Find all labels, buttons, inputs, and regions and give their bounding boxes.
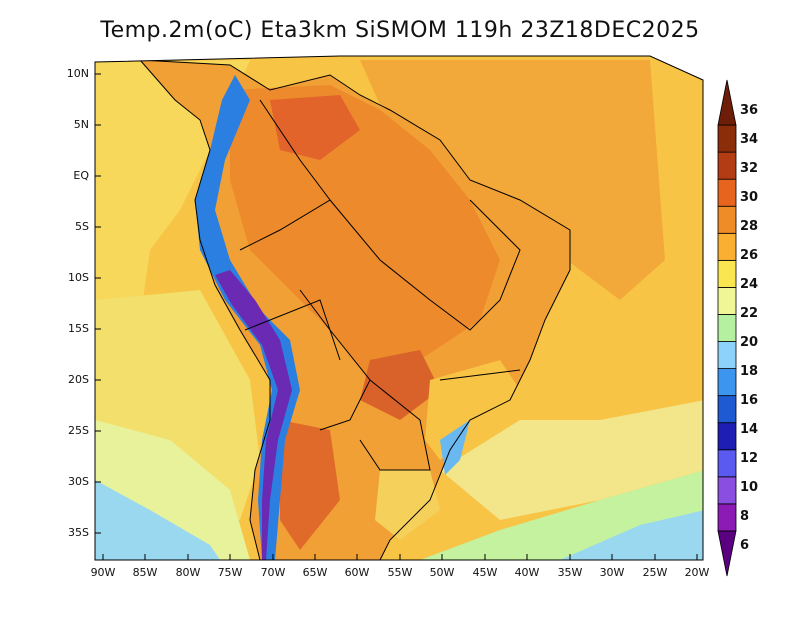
colorbar-label-36: 36 bbox=[740, 103, 759, 118]
lat-label-25s: 25S bbox=[68, 424, 89, 437]
lon-ticks bbox=[102, 554, 698, 560]
colorbar-segment bbox=[717, 530, 737, 577]
colorbar-segment bbox=[717, 314, 737, 342]
cool-serra-do-mar bbox=[440, 420, 470, 475]
colorbar bbox=[717, 79, 737, 577]
mild-rio-grande-do-sul bbox=[375, 470, 440, 540]
colorbar-segment bbox=[717, 151, 737, 180]
colorbar-label-28: 28 bbox=[740, 219, 759, 234]
lon-label-30w: 30W bbox=[599, 566, 625, 579]
colorbar-segment bbox=[717, 232, 737, 261]
colorbar-label-16: 16 bbox=[740, 393, 759, 408]
lon-label-55w: 55W bbox=[387, 566, 413, 579]
colorbar-segment bbox=[717, 476, 737, 505]
lon-label-50w: 50W bbox=[429, 566, 455, 579]
colorbar-label-8: 8 bbox=[740, 509, 750, 524]
map-title: Temp.2m(oC) Eta3km SiSMOM 119h 23Z18DEC2… bbox=[100, 18, 700, 43]
lon-label-75w: 75W bbox=[217, 566, 243, 579]
colorbar-label-12: 12 bbox=[740, 451, 759, 466]
colorbar-label-22: 22 bbox=[740, 306, 759, 321]
colorbar-segment bbox=[717, 368, 737, 397]
lon-label-70w: 70W bbox=[260, 566, 286, 579]
colorbar-label-30: 30 bbox=[740, 190, 759, 205]
colorbar-segment bbox=[717, 259, 737, 288]
lon-label-20w: 20W bbox=[684, 566, 710, 579]
colorbar-segment bbox=[717, 287, 737, 315]
lon-label-25w: 25W bbox=[642, 566, 668, 579]
colorbar-segment bbox=[717, 395, 737, 424]
hot-spot-chaco bbox=[280, 420, 340, 550]
temperature-field bbox=[95, 56, 703, 560]
colorbar-segment bbox=[717, 79, 737, 126]
lat-label-5s: 5S bbox=[75, 220, 89, 233]
lon-label-80w: 80W bbox=[175, 566, 201, 579]
lon-label-85w: 85W bbox=[132, 566, 158, 579]
lat-label-30s: 30S bbox=[68, 475, 89, 488]
country-borders bbox=[139, 59, 571, 560]
hot-spot-north bbox=[270, 95, 360, 160]
lat-label-10n: 10N bbox=[66, 67, 89, 80]
cold-south-pacific bbox=[95, 480, 220, 560]
colorbar-label-18: 18 bbox=[740, 364, 759, 379]
lat-ticks bbox=[95, 73, 101, 534]
colorbar-segment bbox=[717, 503, 737, 532]
colorbar-segment bbox=[717, 124, 737, 153]
colorbar-label-20: 20 bbox=[740, 335, 759, 350]
hot-interior bbox=[230, 85, 500, 380]
warm-atlantic-region bbox=[360, 60, 665, 300]
lat-label-5n: 5N bbox=[73, 118, 89, 131]
colorbar-label-10: 10 bbox=[740, 480, 759, 495]
colorbar-segment bbox=[717, 178, 737, 207]
colorbar-label-14: 14 bbox=[740, 422, 759, 437]
lon-label-45w: 45W bbox=[472, 566, 498, 579]
lat-label-eq: EQ bbox=[73, 169, 89, 182]
cold-south-atlantic bbox=[560, 510, 703, 560]
lat-label-20s: 20S bbox=[68, 373, 89, 386]
colorbar-label-32: 32 bbox=[740, 161, 759, 176]
lon-label-40w: 40W bbox=[514, 566, 540, 579]
lat-label-10s: 10S bbox=[68, 271, 89, 284]
colorbar-segment bbox=[717, 205, 737, 234]
lat-label-15s: 15S bbox=[68, 322, 89, 335]
lon-label-65w: 65W bbox=[302, 566, 328, 579]
colorbar-segment bbox=[717, 449, 737, 478]
lat-label-35s: 35S bbox=[68, 526, 89, 539]
colorbar-label-34: 34 bbox=[740, 132, 759, 147]
colorbar-segment bbox=[717, 422, 737, 451]
colorbar-label-26: 26 bbox=[740, 248, 759, 263]
mid-south-atlantic bbox=[440, 400, 703, 520]
lon-label-35w: 35W bbox=[557, 566, 583, 579]
lon-label-60w: 60W bbox=[344, 566, 370, 579]
colorbar-label-24: 24 bbox=[740, 277, 759, 292]
hot-spot-pantanal bbox=[360, 350, 440, 420]
colorbar-segment bbox=[717, 341, 737, 369]
lon-label-90w: 90W bbox=[90, 566, 116, 579]
andes-coldest-band bbox=[215, 270, 292, 560]
colorbar-label-6: 6 bbox=[740, 538, 750, 553]
